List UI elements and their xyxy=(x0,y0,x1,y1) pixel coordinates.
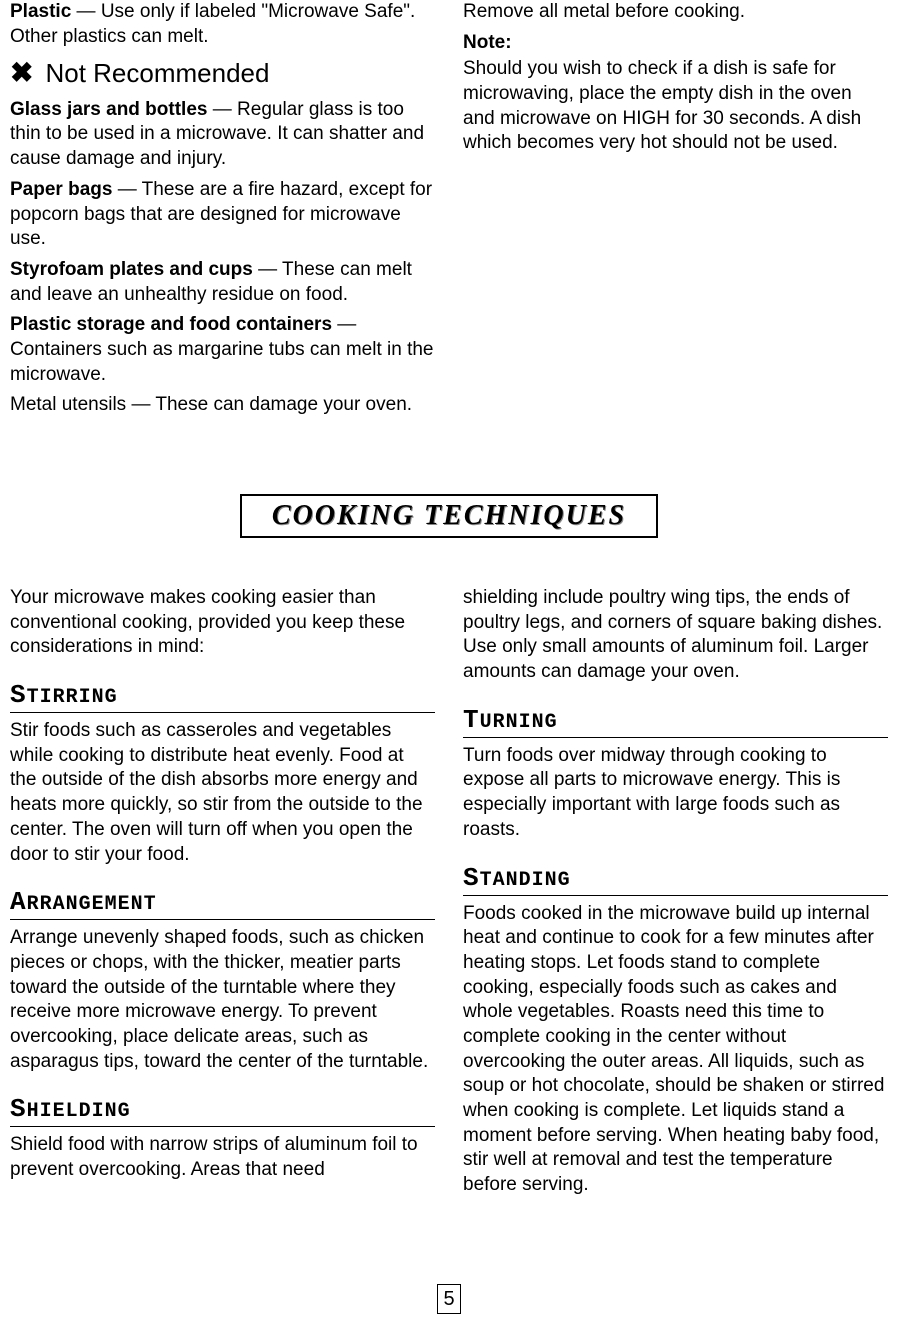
top-right-column: Remove all metal before cooking. Note: S… xyxy=(463,0,888,424)
shielding-continued: shielding include poultry wing tips, the… xyxy=(463,586,888,685)
page-number: 5 xyxy=(437,1284,461,1314)
stirring-heading: STIRRING xyxy=(10,680,435,713)
turning-text: Turn foods over midway through cooking t… xyxy=(463,744,888,843)
arrangement-first: A xyxy=(10,887,27,917)
stirring-text: Stir foods such as casseroles and vegeta… xyxy=(10,719,435,867)
standing-heading: STANDING xyxy=(463,863,888,896)
cross-icon: ✖ xyxy=(10,55,33,91)
stirring-rest: TIRRING xyxy=(27,686,118,709)
glass-paragraph: Glass jars and bottles — Regular glass i… xyxy=(10,98,435,172)
not-recommended-text: Not Recommended xyxy=(45,57,269,91)
section-title: COOKING TECHNIQUES xyxy=(272,500,626,531)
arrangement-heading: ARRANGEMENT xyxy=(10,887,435,920)
note-bold: Note: xyxy=(463,32,512,53)
bottom-two-column: Your microwave makes cooking easier than… xyxy=(10,586,888,1204)
styrofoam-paragraph: Styrofoam plates and cups — These can me… xyxy=(10,258,435,307)
storage-label: Plastic storage and food containers xyxy=(10,314,332,335)
shielding-text: Shield food with narrow strips of alumin… xyxy=(10,1133,435,1182)
intro-text: Your microwave makes cooking easier than… xyxy=(10,586,435,660)
arrangement-text: Arrange unevenly shaped foods, such as c… xyxy=(10,926,435,1074)
storage-paragraph: Plastic storage and food containers — Co… xyxy=(10,313,435,387)
section-title-container: COOKING TECHNIQUES xyxy=(10,494,888,538)
section-title-box: COOKING TECHNIQUES xyxy=(240,494,658,538)
shielding-heading: SHIELDING xyxy=(10,1094,435,1127)
paper-label: Paper bags xyxy=(10,179,112,200)
standing-text: Foods cooked in the microwave build up i… xyxy=(463,902,888,1198)
plastic-body: — Use only if labeled "Microwave Safe". … xyxy=(10,1,415,47)
shielding-rest: HIELDING xyxy=(27,1100,131,1123)
standing-rest: TANDING xyxy=(480,869,571,892)
styrofoam-label: Styrofoam plates and cups xyxy=(10,259,253,280)
top-left-column: Plastic — Use only if labeled "Microwave… xyxy=(10,0,435,424)
note-text: Should you wish to check if a dish is sa… xyxy=(463,57,888,156)
shielding-first: S xyxy=(10,1094,27,1124)
bottom-left-column: Your microwave makes cooking easier than… xyxy=(10,586,435,1204)
glass-label: Glass jars and bottles xyxy=(10,99,207,120)
arrangement-rest: RRANGEMENT xyxy=(27,893,157,916)
top-two-column: Plastic — Use only if labeled "Microwave… xyxy=(10,0,888,424)
metal-paragraph: Metal utensils — These can damage your o… xyxy=(10,393,435,418)
note-label: Note: xyxy=(463,31,888,56)
bottom-right-column: shielding include poultry wing tips, the… xyxy=(463,586,888,1204)
turning-first: T xyxy=(463,705,480,735)
stirring-first: S xyxy=(10,680,27,710)
turning-heading: TURNING xyxy=(463,705,888,738)
turning-rest: URNING xyxy=(480,711,558,734)
not-recommended-heading: ✖ Not Recommended xyxy=(10,55,435,91)
remove-metal-text: Remove all metal before cooking. xyxy=(463,0,888,25)
paper-paragraph: Paper bags — These are a fire hazard, ex… xyxy=(10,178,435,252)
plastic-paragraph: Plastic — Use only if labeled "Microwave… xyxy=(10,0,435,49)
standing-first: S xyxy=(463,863,480,893)
plastic-label: Plastic xyxy=(10,1,71,22)
